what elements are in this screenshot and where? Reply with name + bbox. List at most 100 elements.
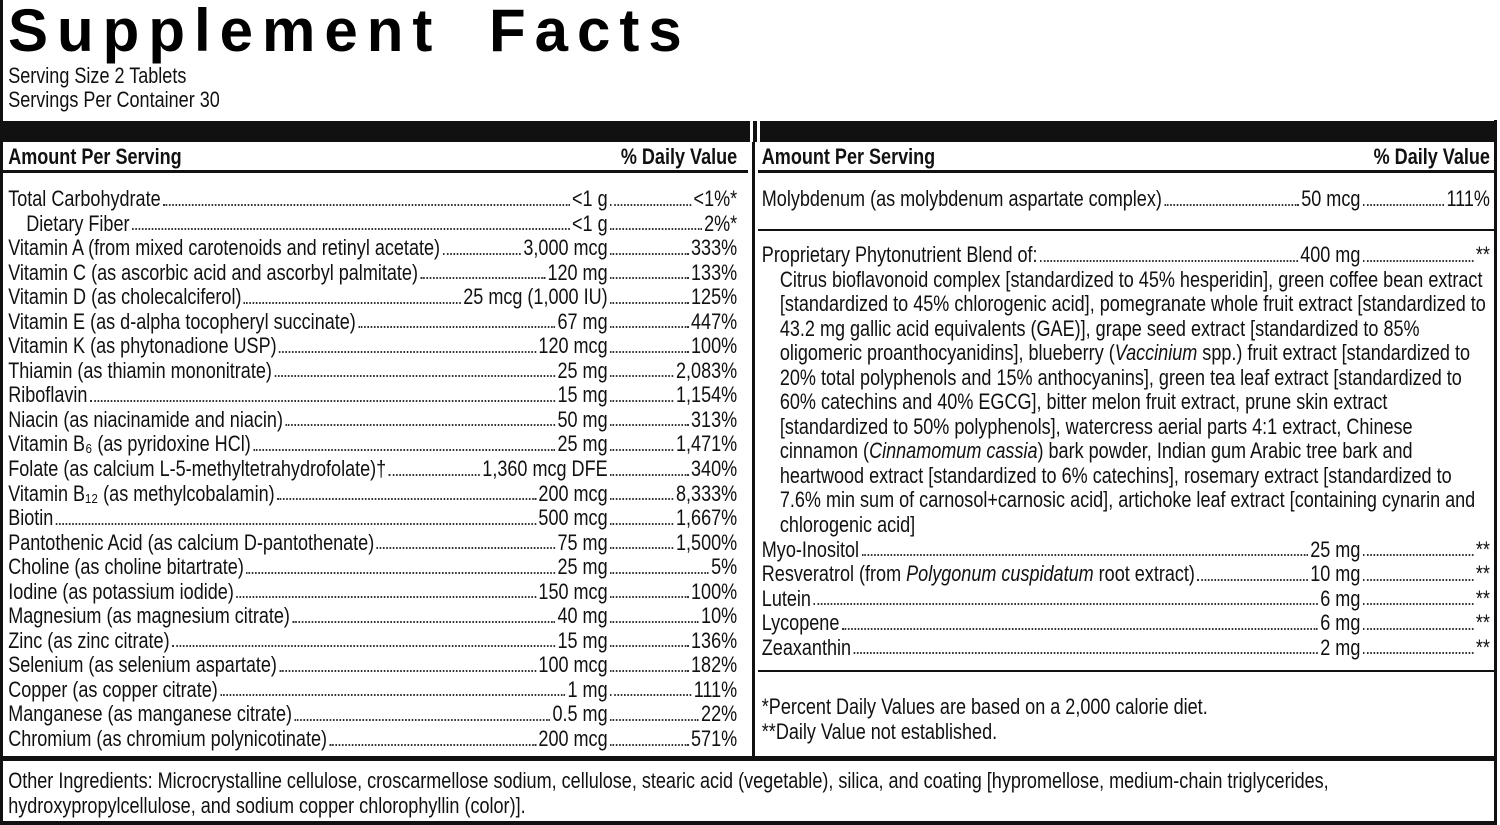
dot-leader: [358, 326, 556, 329]
dot-leader: [610, 399, 674, 402]
row-main: Zeaxanthin 2 mg: [761, 634, 1361, 661]
nutrient-name: Vitamin A (from mixed carotenoids and re…: [8, 235, 441, 261]
row-main: Dietary Fiber <1 g: [8, 210, 608, 237]
dot-leader: [163, 203, 570, 206]
nutrient-row: Iodine (as potassium iodide) 150 mcg 100%: [8, 579, 737, 605]
nutrient-row: Vitamin D (as cholecalciferol) 25 mcg (1,…: [8, 285, 737, 310]
daily-value: **: [1475, 242, 1490, 267]
daily-value: 182%: [691, 652, 738, 678]
row-main: Lycopene 6 mg: [762, 611, 1361, 636]
nutrient-row: Zinc (as zinc citrate) 15 mg 136%: [8, 627, 737, 654]
ingredients-rule: [0, 756, 1497, 761]
daily-value: 1,667%: [675, 505, 738, 531]
nutrient-row: Myo-Inositol 25 mg **: [762, 537, 1490, 563]
row-main: Molybdenum (as molybdenum aspartate comp…: [761, 186, 1361, 212]
daily-value: 2%*: [704, 210, 738, 236]
daily-value: 133%: [691, 259, 738, 285]
row-main: Riboflavin 15 mg: [8, 383, 607, 408]
nutrient-row: Total Carbohydrate <1 g <1%*: [8, 186, 737, 212]
row-main: Thiamin (as thiamin mononitrate) 25 mg: [8, 358, 607, 384]
dot-leader: [388, 473, 480, 476]
amount: 200 mcg: [538, 726, 608, 752]
dot-leader: [131, 228, 570, 231]
nutrient-name: Biotin: [8, 505, 54, 531]
daily-value: 111%: [693, 676, 738, 702]
name-part: root extract): [1093, 561, 1195, 587]
amount: 120 mg: [547, 259, 608, 285]
row-main: Selenium (as selenium aspartate) 100 mcg: [8, 653, 607, 678]
nutrient-name: Chromium (as chromium polynicotinate): [8, 726, 328, 752]
dot-leader: [243, 301, 461, 304]
daily-value: **: [1475, 585, 1490, 611]
nutrient-name: Copper (as copper citrate): [8, 676, 218, 702]
daily-value: 125%: [691, 284, 738, 310]
italic-name-part: Polygonum cuspidatum: [906, 561, 1094, 587]
daily-value: 111%: [1446, 186, 1490, 211]
amount: 15 mg: [557, 627, 608, 653]
description-part: ) bark powder, Indian gum Arabic tree ba…: [779, 438, 1476, 538]
outer-border-left: [0, 0, 3, 825]
dot-leader: [610, 719, 699, 722]
nutrient-name: Selenium (as selenium aspartate): [8, 652, 277, 678]
amount: <1 g: [572, 210, 608, 236]
left-rows: Total Carbohydrate <1 g <1%* Dietary Fiber <…: [8, 186, 738, 752]
nutrient-row: Riboflavin 15 mg 1,154%: [8, 383, 737, 408]
nutrient-row: Chromium (as chromium polynicotinate) 200…: [8, 726, 737, 752]
dot-leader: [610, 449, 674, 452]
row-main: Myo-Inositol 25 mg: [762, 537, 1361, 563]
nutrient-name: Molybdenum (as molybdenum aspartate comp…: [761, 186, 1162, 211]
dot-leader: [610, 669, 689, 672]
dot-leader: [610, 743, 689, 746]
dot-leader: [294, 719, 551, 722]
serving-size: Serving Size 2 Tablets: [8, 63, 187, 88]
amount: 200 mcg: [538, 480, 608, 506]
dot-leader: [1362, 578, 1474, 581]
dot-leader: [236, 596, 536, 599]
daily-value: 5%: [711, 554, 738, 580]
amount: 1,360 mcg DFE: [482, 456, 608, 482]
nutrient-row: Biotin 500 mcg 1,667%: [8, 506, 737, 531]
dot-leader: [610, 596, 689, 599]
serving-info: Serving Size 2 Tablets Servings Per Cont…: [8, 64, 220, 112]
row-main: Resveratrol (from Polygonum cuspidatum r…: [761, 561, 1361, 587]
amount: 25 mg: [557, 554, 608, 580]
amount-header: Amount Per Serving: [8, 144, 182, 169]
dot-leader: [1362, 203, 1445, 206]
dot-leader: [277, 498, 536, 501]
dot-leader: [329, 743, 536, 746]
dot-leader: [292, 620, 556, 623]
row-main: Total Carbohydrate <1 g: [8, 186, 607, 212]
dot-leader: [610, 473, 689, 476]
left-header-rule: [3, 170, 748, 173]
dot-leader: [1362, 627, 1474, 630]
dot-leader: [1362, 652, 1474, 655]
dot-leader: [610, 228, 702, 231]
label-title: Supplement Facts: [8, 0, 691, 64]
dot-leader: [610, 301, 689, 304]
amount: 0.5 mg: [552, 701, 608, 727]
row-main: Niacin (as niacinamide and niacin) 50 mg: [8, 406, 608, 433]
dot-leader: [1362, 603, 1474, 606]
nutrient-row: Vitamin A (from mixed carotenoids and re…: [8, 236, 737, 261]
right-header-rule: [758, 170, 1494, 173]
name-part: Resveratrol (from: [761, 561, 907, 587]
daily-value-header: % Daily Value: [1373, 144, 1490, 169]
amount: 15 mg: [557, 382, 608, 408]
dot-leader: [279, 669, 536, 672]
row-main: Folate (as calcium L-5-methyltetrahydrof…: [8, 456, 608, 482]
nutrient-name: Vitamin D (as cholecalciferol): [8, 284, 242, 310]
amount: 10 mg: [1310, 561, 1361, 587]
daily-value: 10%: [701, 603, 738, 629]
dot-leader: [610, 277, 689, 280]
dot-leader: [1040, 259, 1298, 262]
nutrient-name: Pantothenic Acid (as calcium D-pantothen…: [8, 529, 375, 555]
nutrient-name: Zeaxanthin: [761, 634, 852, 660]
amount: 50 mg: [557, 406, 608, 432]
nutrient-name: Vitamin E (as d-alpha tocopheryl succina…: [8, 308, 356, 334]
daily-value: 2,083%: [675, 357, 738, 383]
amount: 25 mg: [557, 431, 608, 457]
row-main: Magnesium (as magnesium citrate) 40 mg: [8, 604, 607, 629]
nutrient-row: Lycopene 6 mg **: [762, 611, 1490, 636]
nutrient-name: Magnesium (as magnesium citrate): [8, 603, 290, 629]
blend-section: Proprietary Phytonutrient Blend of: 400 m…: [761, 242, 1490, 661]
